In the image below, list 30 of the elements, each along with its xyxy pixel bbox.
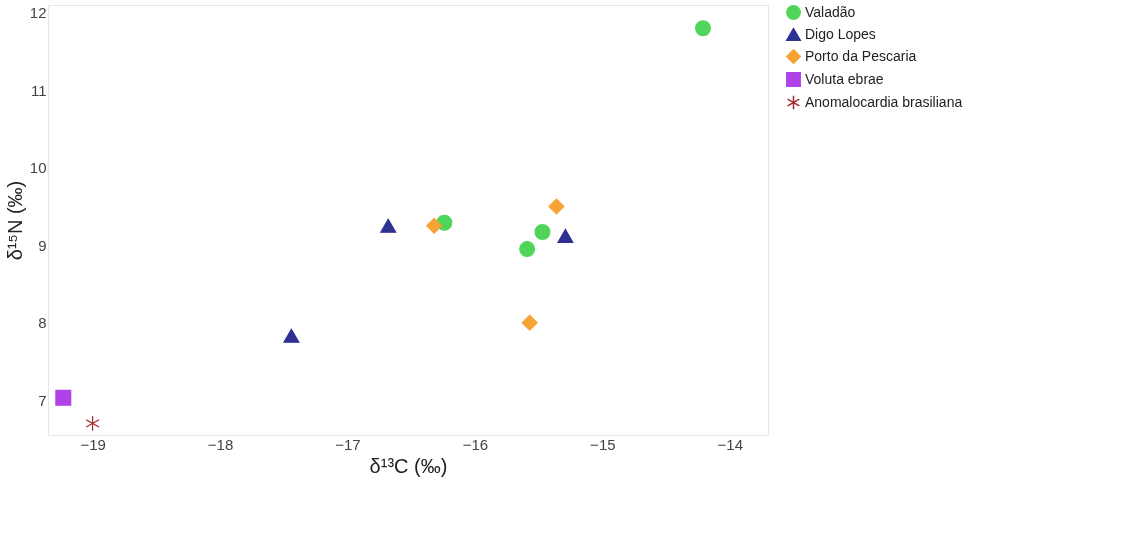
x-tick-label: −18 xyxy=(207,435,234,453)
point xyxy=(380,218,397,233)
x-tick-label: −14 xyxy=(717,435,743,453)
legend-label: Porto da Pescaria xyxy=(805,47,917,64)
point xyxy=(519,241,536,258)
x-tick-label: −17 xyxy=(335,435,361,453)
y-tick-label: 9 xyxy=(38,236,47,254)
y-axis-title: δ¹⁵N (‰) xyxy=(3,180,26,261)
point xyxy=(534,224,551,241)
y-tick-label: 10 xyxy=(29,159,47,177)
legend-label: Anomalocardia brasiliana xyxy=(805,93,963,110)
point xyxy=(521,314,538,331)
x-tick-label: −16 xyxy=(462,435,489,453)
point xyxy=(55,389,72,406)
y-tick-label: 11 xyxy=(30,81,47,99)
x-axis-title: δ¹³C (‰) xyxy=(369,454,448,477)
point xyxy=(85,415,100,432)
y-tick-label: 8 xyxy=(38,314,47,332)
point xyxy=(557,228,574,243)
y-tick-label: 7 xyxy=(38,391,47,409)
legend-label: Digo Lopes xyxy=(805,25,876,42)
x-tick-label: −15 xyxy=(590,435,616,453)
point xyxy=(548,198,565,215)
legend-label: Voluta ebrae xyxy=(805,70,884,87)
legend-label: Valadão xyxy=(805,3,856,20)
x-tick-label: −19 xyxy=(80,435,106,453)
point xyxy=(694,20,712,37)
y-tick-label: 12 xyxy=(29,4,47,22)
point xyxy=(426,217,443,234)
point xyxy=(283,328,300,343)
